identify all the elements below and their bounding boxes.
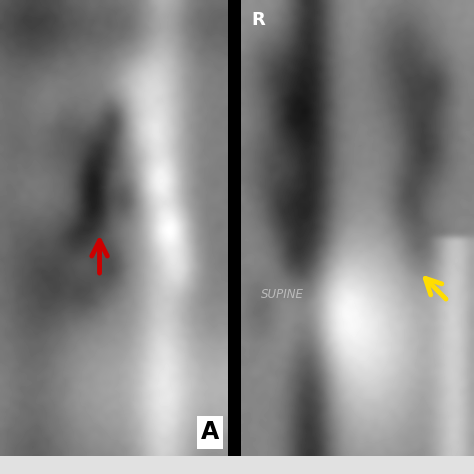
Text: R: R bbox=[251, 11, 265, 29]
Text: SUPINE: SUPINE bbox=[261, 288, 303, 301]
Text: A: A bbox=[201, 420, 219, 444]
